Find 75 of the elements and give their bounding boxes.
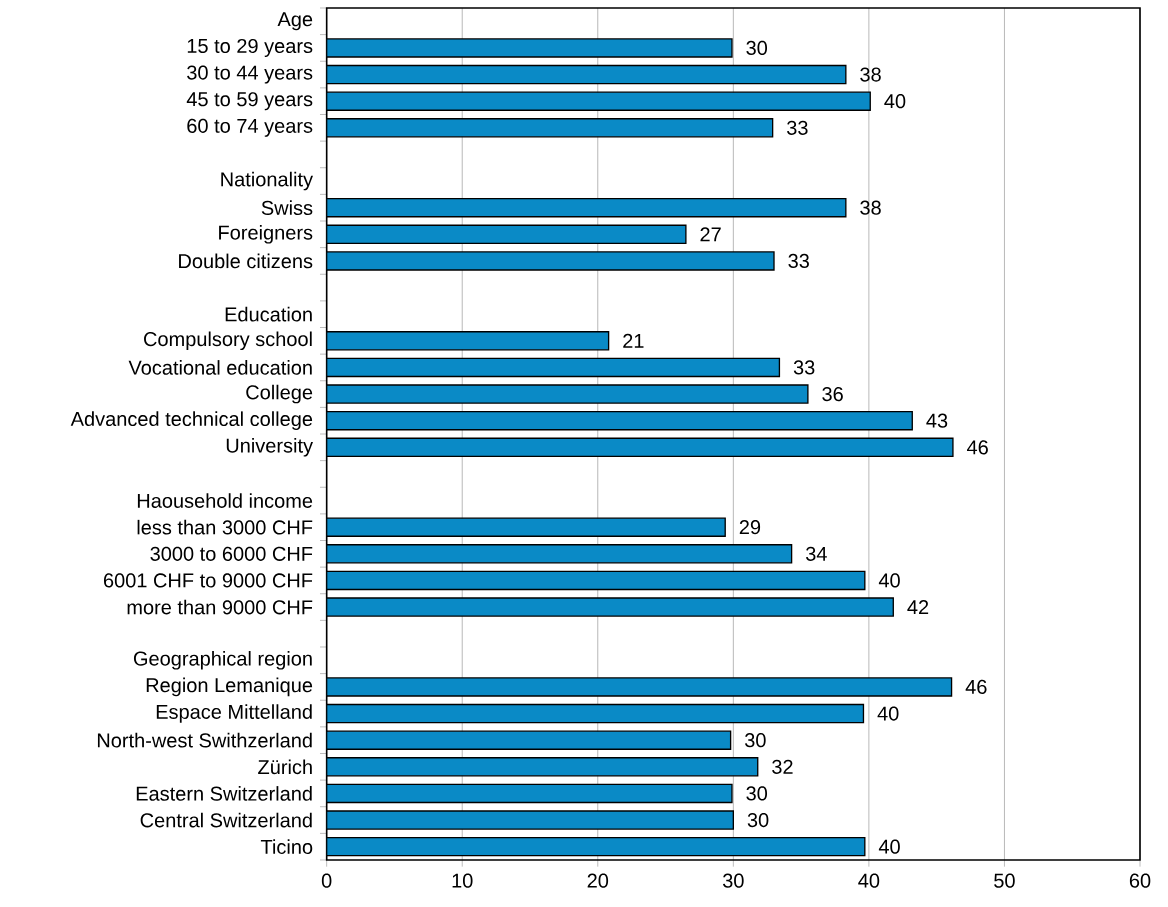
data-label: 40 xyxy=(884,94,906,109)
y-tick-label: less than 3000 CHF xyxy=(137,520,313,535)
bar xyxy=(326,517,726,538)
y-tick-label: Haousehold income xyxy=(137,493,313,509)
data-label: 27 xyxy=(700,227,721,242)
x-tick-label: 30 xyxy=(722,873,744,888)
bar xyxy=(326,837,866,857)
data-label: 30 xyxy=(744,733,766,748)
bar xyxy=(326,118,774,138)
bar xyxy=(326,544,793,564)
y-tick-label: Geographical region xyxy=(133,651,312,670)
y-tick-label: 30 to 44 years xyxy=(187,65,313,84)
data-label: 30 xyxy=(746,786,768,801)
data-label: 21 xyxy=(623,334,644,348)
x-tick-label: 40 xyxy=(858,873,880,888)
bar xyxy=(326,91,871,112)
data-label: 36 xyxy=(822,387,843,402)
y-tick-label: 60 to 74 years xyxy=(187,118,313,138)
y-tick-label: University xyxy=(226,438,314,457)
y-tick-label: Advanced technical college xyxy=(70,411,313,431)
y-tick-label: Central Switzerland xyxy=(140,812,312,828)
x-tick-label: 10 xyxy=(452,873,473,888)
y-tick-label: Ticino xyxy=(260,839,313,855)
y-tick-label: 45 to 59 years xyxy=(186,92,313,111)
bar xyxy=(326,783,733,804)
y-tick-label: North-west Swithzerland xyxy=(97,733,312,748)
bar xyxy=(326,65,847,85)
data-label: 30 xyxy=(746,41,768,56)
y-tick-label: Eastern Switzerland xyxy=(136,786,312,801)
bar xyxy=(326,198,847,218)
y-tick-label: Zürich xyxy=(258,759,312,775)
data-label: 30 xyxy=(747,813,769,828)
y-tick-label: Vocational education xyxy=(128,360,312,375)
y-tick-label: Compulsory school xyxy=(144,331,312,351)
data-label: 46 xyxy=(966,440,988,455)
y-tick-label: Double citizens xyxy=(179,253,313,269)
x-tick-label: 60 xyxy=(1129,873,1151,888)
y-tick-label: 3000 to 6000 CHF xyxy=(150,546,313,562)
data-label: 40 xyxy=(878,573,900,588)
y-tick-label: Nationality xyxy=(221,171,313,191)
data-label: 33 xyxy=(793,360,815,375)
data-label: 33 xyxy=(787,120,808,136)
x-tick-label: 0 xyxy=(321,873,332,888)
y-tick-label: more than 9000 CHF xyxy=(127,599,313,615)
bar xyxy=(326,331,610,351)
bar xyxy=(326,704,865,724)
data-label: 46 xyxy=(965,680,987,695)
data-label: 38 xyxy=(860,200,881,215)
data-label: 40 xyxy=(878,839,900,854)
y-tick-label: 6001 CHF to 9000 CHF xyxy=(103,573,313,588)
y-tick-label: College xyxy=(246,384,313,404)
data-label: 40 xyxy=(877,706,899,721)
bar xyxy=(326,224,687,245)
bar xyxy=(326,411,913,431)
x-tick-label: 50 xyxy=(994,873,1015,888)
y-tick-label: Swiss xyxy=(261,200,313,216)
y-tick-label: Age xyxy=(277,12,313,31)
data-label: 32 xyxy=(772,759,793,775)
y-tick-label: Region Lemanique xyxy=(146,677,313,697)
x-tick-label: 20 xyxy=(587,873,609,888)
y-tick-label: Education xyxy=(225,307,312,322)
bar xyxy=(326,357,781,378)
y-tick-label: Foreigners xyxy=(219,225,313,244)
data-label: 38 xyxy=(860,67,881,82)
data-label: 43 xyxy=(926,413,948,428)
data-label: 33 xyxy=(788,254,809,269)
y-tick-label: Espace Mittelland xyxy=(156,704,312,724)
data-label: 34 xyxy=(805,546,827,562)
bar xyxy=(326,437,954,458)
data-label: 42 xyxy=(907,600,929,615)
data-label: 29 xyxy=(739,520,761,535)
bar xyxy=(326,757,759,777)
y-tick-label: 15 to 29 years xyxy=(187,39,313,58)
bar xyxy=(326,570,866,591)
bar xyxy=(326,730,732,751)
